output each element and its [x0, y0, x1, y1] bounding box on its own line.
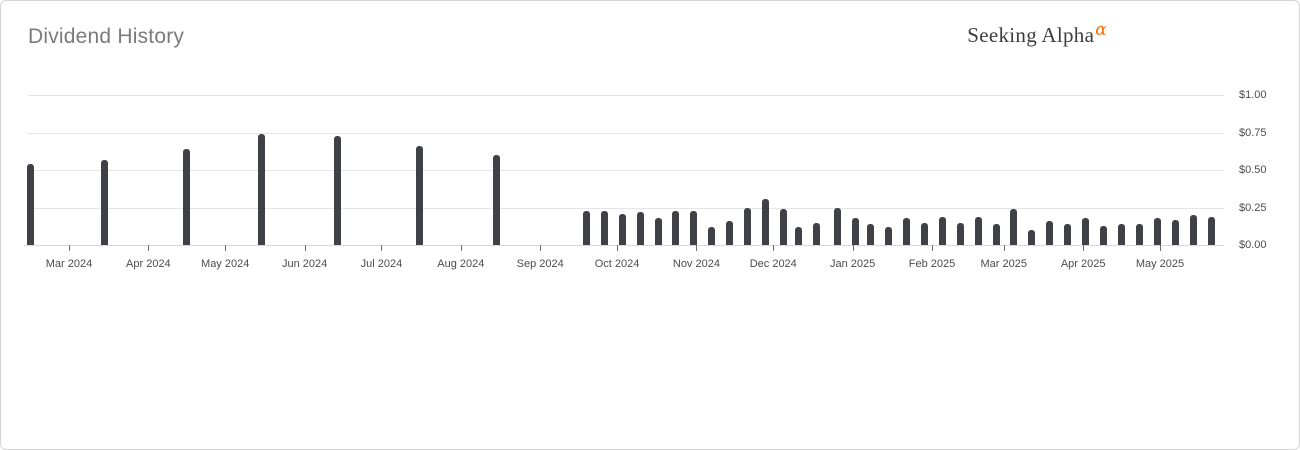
- dividend-bar[interactable]: [833, 207, 841, 245]
- x-axis-tick-label: Feb 2025: [908, 258, 956, 270]
- dividend-bar[interactable]: [813, 222, 821, 245]
- dividend-bar[interactable]: [1082, 218, 1090, 245]
- dividend-bar[interactable]: [636, 212, 644, 245]
- dividend-bar[interactable]: [690, 210, 698, 245]
- dividend-bar[interactable]: [920, 222, 928, 245]
- gridline: [28, 95, 1224, 96]
- dividend-bar[interactable]: [618, 213, 626, 245]
- dividend-bar[interactable]: [416, 146, 424, 245]
- dividend-bar[interactable]: [744, 207, 752, 245]
- x-axis-tick-mark: [304, 245, 306, 251]
- x-axis-tick-label: Sep 2024: [516, 258, 564, 270]
- dividend-bar[interactable]: [938, 216, 946, 245]
- x-axis-tick-mark: [773, 245, 775, 251]
- y-axis-tick-label: $0.75: [1239, 126, 1267, 139]
- dividend-bar[interactable]: [654, 218, 662, 245]
- dividend-bar[interactable]: [27, 164, 35, 245]
- dividend-bar[interactable]: [1135, 224, 1143, 245]
- dividend-bar[interactable]: [257, 134, 265, 245]
- alpha-icon: α: [1095, 20, 1107, 40]
- dividend-bar[interactable]: [867, 224, 875, 245]
- x-axis-tick-label: Apr 2024: [126, 258, 171, 270]
- dividend-bar[interactable]: [1064, 224, 1072, 245]
- dividend-bar[interactable]: [795, 227, 803, 245]
- dividend-bar[interactable]: [1189, 215, 1197, 245]
- dividend-bar[interactable]: [956, 222, 964, 245]
- dividend-bar[interactable]: [780, 209, 787, 245]
- dividend-bar[interactable]: [183, 149, 191, 245]
- dividend-bar[interactable]: [672, 210, 680, 245]
- dividend-bar[interactable]: [992, 224, 1000, 245]
- x-axis-tick-mark: [852, 245, 854, 251]
- x-axis-tick-mark: [460, 245, 462, 251]
- x-axis-tick-mark: [696, 245, 698, 251]
- x-axis-tick-mark: [1159, 245, 1161, 251]
- x-axis-tick-label: Jul 2024: [360, 258, 403, 270]
- gridline: [24, 245, 1224, 246]
- seeking-alpha-logo: Seeking Alphaα: [967, 20, 1107, 48]
- dividend-bar[interactable]: [1010, 209, 1018, 245]
- dividend-bar[interactable]: [762, 198, 770, 245]
- gridline: [28, 132, 1224, 134]
- dividend-chart-plot-area: $1.00 $0.75 $0.50 $0.25 $0.00 Mar 2024 Apr 20…: [24, 89, 1267, 270]
- dividend-bar[interactable]: [726, 221, 734, 245]
- x-axis-tick-mark: [68, 245, 70, 251]
- x-axis-tick-label: Dec 2024: [749, 258, 797, 270]
- dividend-bar[interactable]: [902, 218, 910, 245]
- x-axis-tick-label: Aug 2024: [437, 258, 485, 270]
- dividend-bar[interactable]: [101, 159, 109, 245]
- x-axis-tick-mark: [617, 245, 619, 251]
- x-axis-tick-label: Oct 2024: [594, 258, 640, 270]
- dividend-bar[interactable]: [1207, 216, 1215, 245]
- dividend-bar[interactable]: [851, 218, 859, 245]
- x-axis-tick-label: Jun 2024: [281, 258, 328, 270]
- x-axis-tick-label: Mar 2025: [980, 258, 1027, 270]
- dividend-bar[interactable]: [1028, 230, 1036, 245]
- dividend-bar[interactable]: [1171, 219, 1179, 245]
- x-axis-tick-mark: [932, 245, 934, 251]
- x-axis-tick-mark: [225, 245, 227, 251]
- dividend-bar[interactable]: [1046, 221, 1054, 245]
- dividend-bar[interactable]: [600, 210, 608, 245]
- dividend-bar[interactable]: [974, 216, 982, 245]
- gridline: [28, 170, 1224, 171]
- y-axis-tick-label: $0.50: [1239, 164, 1267, 176]
- x-axis-tick-mark: [540, 245, 542, 251]
- dividend-bar[interactable]: [1153, 218, 1161, 245]
- gridline: [28, 207, 1224, 209]
- dividend-bar[interactable]: [885, 227, 892, 245]
- brand-wordmark: Seeking Alpha: [967, 23, 1095, 47]
- x-axis-tick-mark: [1083, 245, 1085, 251]
- y-axis-tick-label: $1.00: [1239, 89, 1267, 101]
- x-axis-tick-mark: [381, 245, 383, 251]
- y-axis-tick-label: $0.25: [1239, 201, 1267, 214]
- dividend-bar[interactable]: [334, 135, 342, 245]
- dividend-bar[interactable]: [493, 155, 501, 245]
- x-axis-tick-label: Apr 2025: [1060, 258, 1106, 270]
- x-axis-tick-label: May 2024: [201, 258, 250, 270]
- page-title: Dividend History: [28, 25, 185, 48]
- dividend-bar[interactable]: [708, 227, 716, 245]
- x-axis-tick-label: Jan 2025: [830, 258, 876, 270]
- dividend-bar[interactable]: [1100, 225, 1108, 245]
- dividend-bar[interactable]: [1118, 224, 1126, 245]
- x-axis-tick-mark: [1003, 245, 1005, 251]
- x-axis-tick-label: May 2025: [1135, 258, 1185, 270]
- x-axis-tick-label: Nov 2024: [672, 258, 720, 270]
- x-axis-tick-label: Mar 2024: [45, 258, 93, 270]
- y-axis-tick-label: $0.00: [1239, 239, 1267, 251]
- dividend-bar[interactable]: [582, 210, 590, 245]
- x-axis-tick-mark: [148, 245, 150, 251]
